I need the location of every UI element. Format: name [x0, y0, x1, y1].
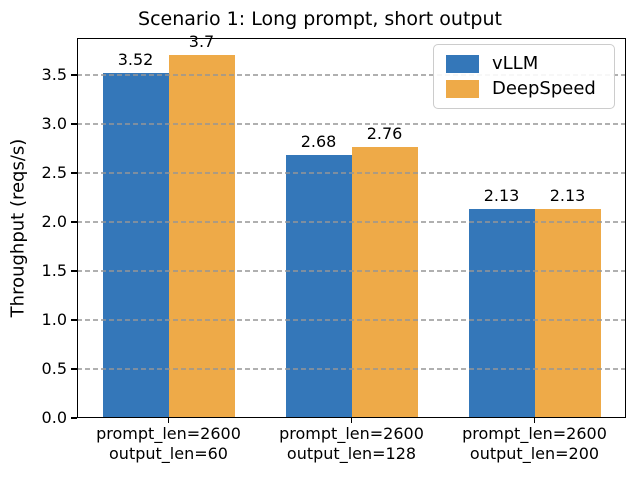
gridline: [77, 220, 626, 223]
y-tick-label: 3.5: [41, 64, 67, 84]
bar-value-label: 2.76: [366, 124, 403, 144]
bar-vllm: [102, 72, 169, 418]
x-tick-mark: [350, 418, 353, 423]
bar-deepspeed: [534, 209, 601, 418]
gridline: [77, 269, 626, 272]
bar-deepspeed: [168, 55, 235, 418]
x-tick-label: prompt_len=2600 output_len=60: [96, 424, 241, 463]
y-tick-label: 0.5: [41, 358, 67, 378]
y-tick-label: 3.0: [41, 113, 67, 133]
x-tick-label: prompt_len=2600 output_len=128: [279, 424, 424, 463]
bar-value-label: 2.13: [549, 186, 586, 206]
gridline: [77, 367, 626, 370]
bar-deepspeed: [351, 147, 418, 418]
bar-value-label: 2.68: [300, 132, 337, 152]
gridline: [77, 171, 626, 174]
x-tick-mark: [533, 418, 536, 423]
legend: vLLM DeepSpeed: [433, 44, 615, 109]
y-tick-mark: [71, 270, 77, 272]
bar-vllm: [468, 209, 535, 418]
y-tick-mark: [71, 74, 77, 76]
x-tick-mark: [167, 418, 170, 423]
chart-title: Scenario 1: Long prompt, short output: [138, 8, 502, 30]
bar-value-label: 3.52: [117, 49, 154, 69]
legend-label-deepspeed: DeepSpeed: [492, 78, 596, 99]
gridline: [77, 122, 626, 125]
y-tick-mark: [71, 417, 77, 419]
y-tick-mark: [71, 221, 77, 223]
y-tick-mark: [71, 319, 77, 321]
bar-value-label: 2.13: [483, 186, 520, 206]
gridline: [77, 73, 626, 76]
bar-vllm: [285, 155, 352, 418]
y-tick-label: 0.0: [41, 408, 67, 427]
bar-value-label: 3.7: [188, 32, 215, 52]
legend-swatch-vllm: [446, 55, 479, 73]
legend-item-deepspeed: DeepSpeed: [446, 79, 602, 99]
y-tick-label: 2.0: [41, 211, 67, 231]
legend-label-vllm: vLLM: [492, 53, 539, 74]
y-tick-mark: [71, 123, 77, 125]
y-tick-label: 1.5: [41, 260, 67, 280]
legend-item-vllm: vLLM: [446, 54, 602, 74]
y-tick-label: 2.5: [41, 162, 67, 182]
y-tick-mark: [71, 368, 77, 370]
gridline: [77, 318, 626, 321]
y-tick-label: 1.0: [41, 309, 67, 329]
x-tick-label: prompt_len=2600 output_len=200: [462, 424, 607, 463]
y-tick-mark: [71, 172, 77, 174]
legend-swatch-deepspeed: [446, 80, 479, 98]
